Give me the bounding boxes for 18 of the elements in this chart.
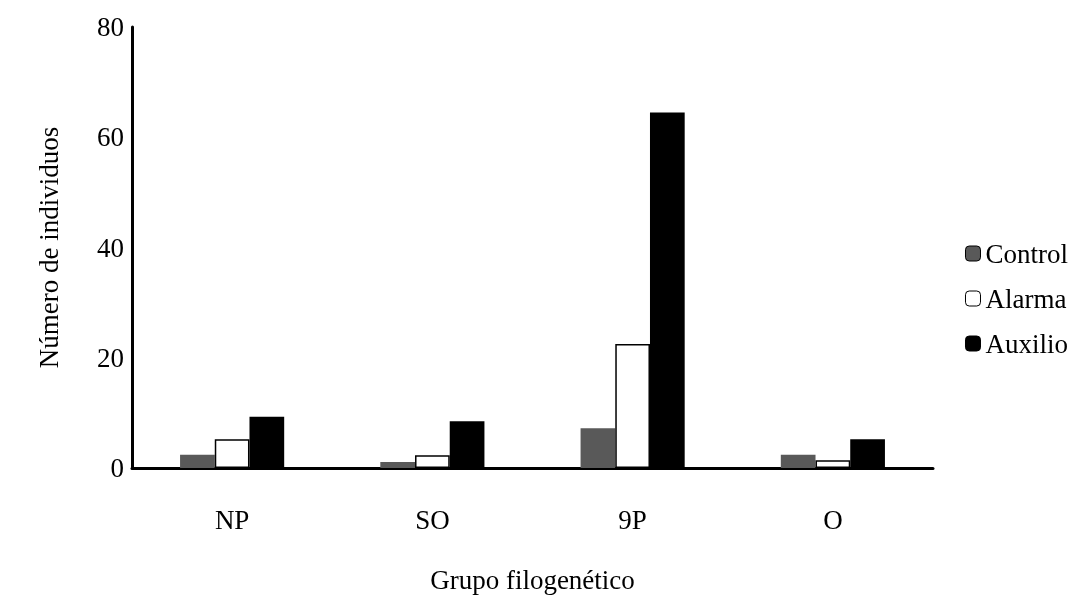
bar xyxy=(780,454,816,468)
bar xyxy=(380,461,416,468)
x-tick-label: O xyxy=(823,504,843,535)
y-tick-label: 20 xyxy=(97,342,124,373)
y-tick-label: 0 xyxy=(110,453,124,483)
y-tick-label: 40 xyxy=(97,232,124,263)
y-tick-label: 60 xyxy=(97,122,124,153)
legend-label: Alarma xyxy=(985,283,1067,314)
x-axis-title: Grupo filogenético xyxy=(430,564,635,595)
bar xyxy=(180,454,215,468)
x-tick-label: SO xyxy=(415,504,450,535)
bar xyxy=(580,428,616,468)
legend-label: Auxilio xyxy=(985,328,1069,359)
x-tick-label: 9P xyxy=(618,504,647,535)
y-axis-title: Número de individuos xyxy=(33,126,64,369)
legend-label: Control xyxy=(985,238,1069,269)
y-tick-label: 80 xyxy=(97,12,124,42)
x-tick-label: NP xyxy=(214,504,250,535)
